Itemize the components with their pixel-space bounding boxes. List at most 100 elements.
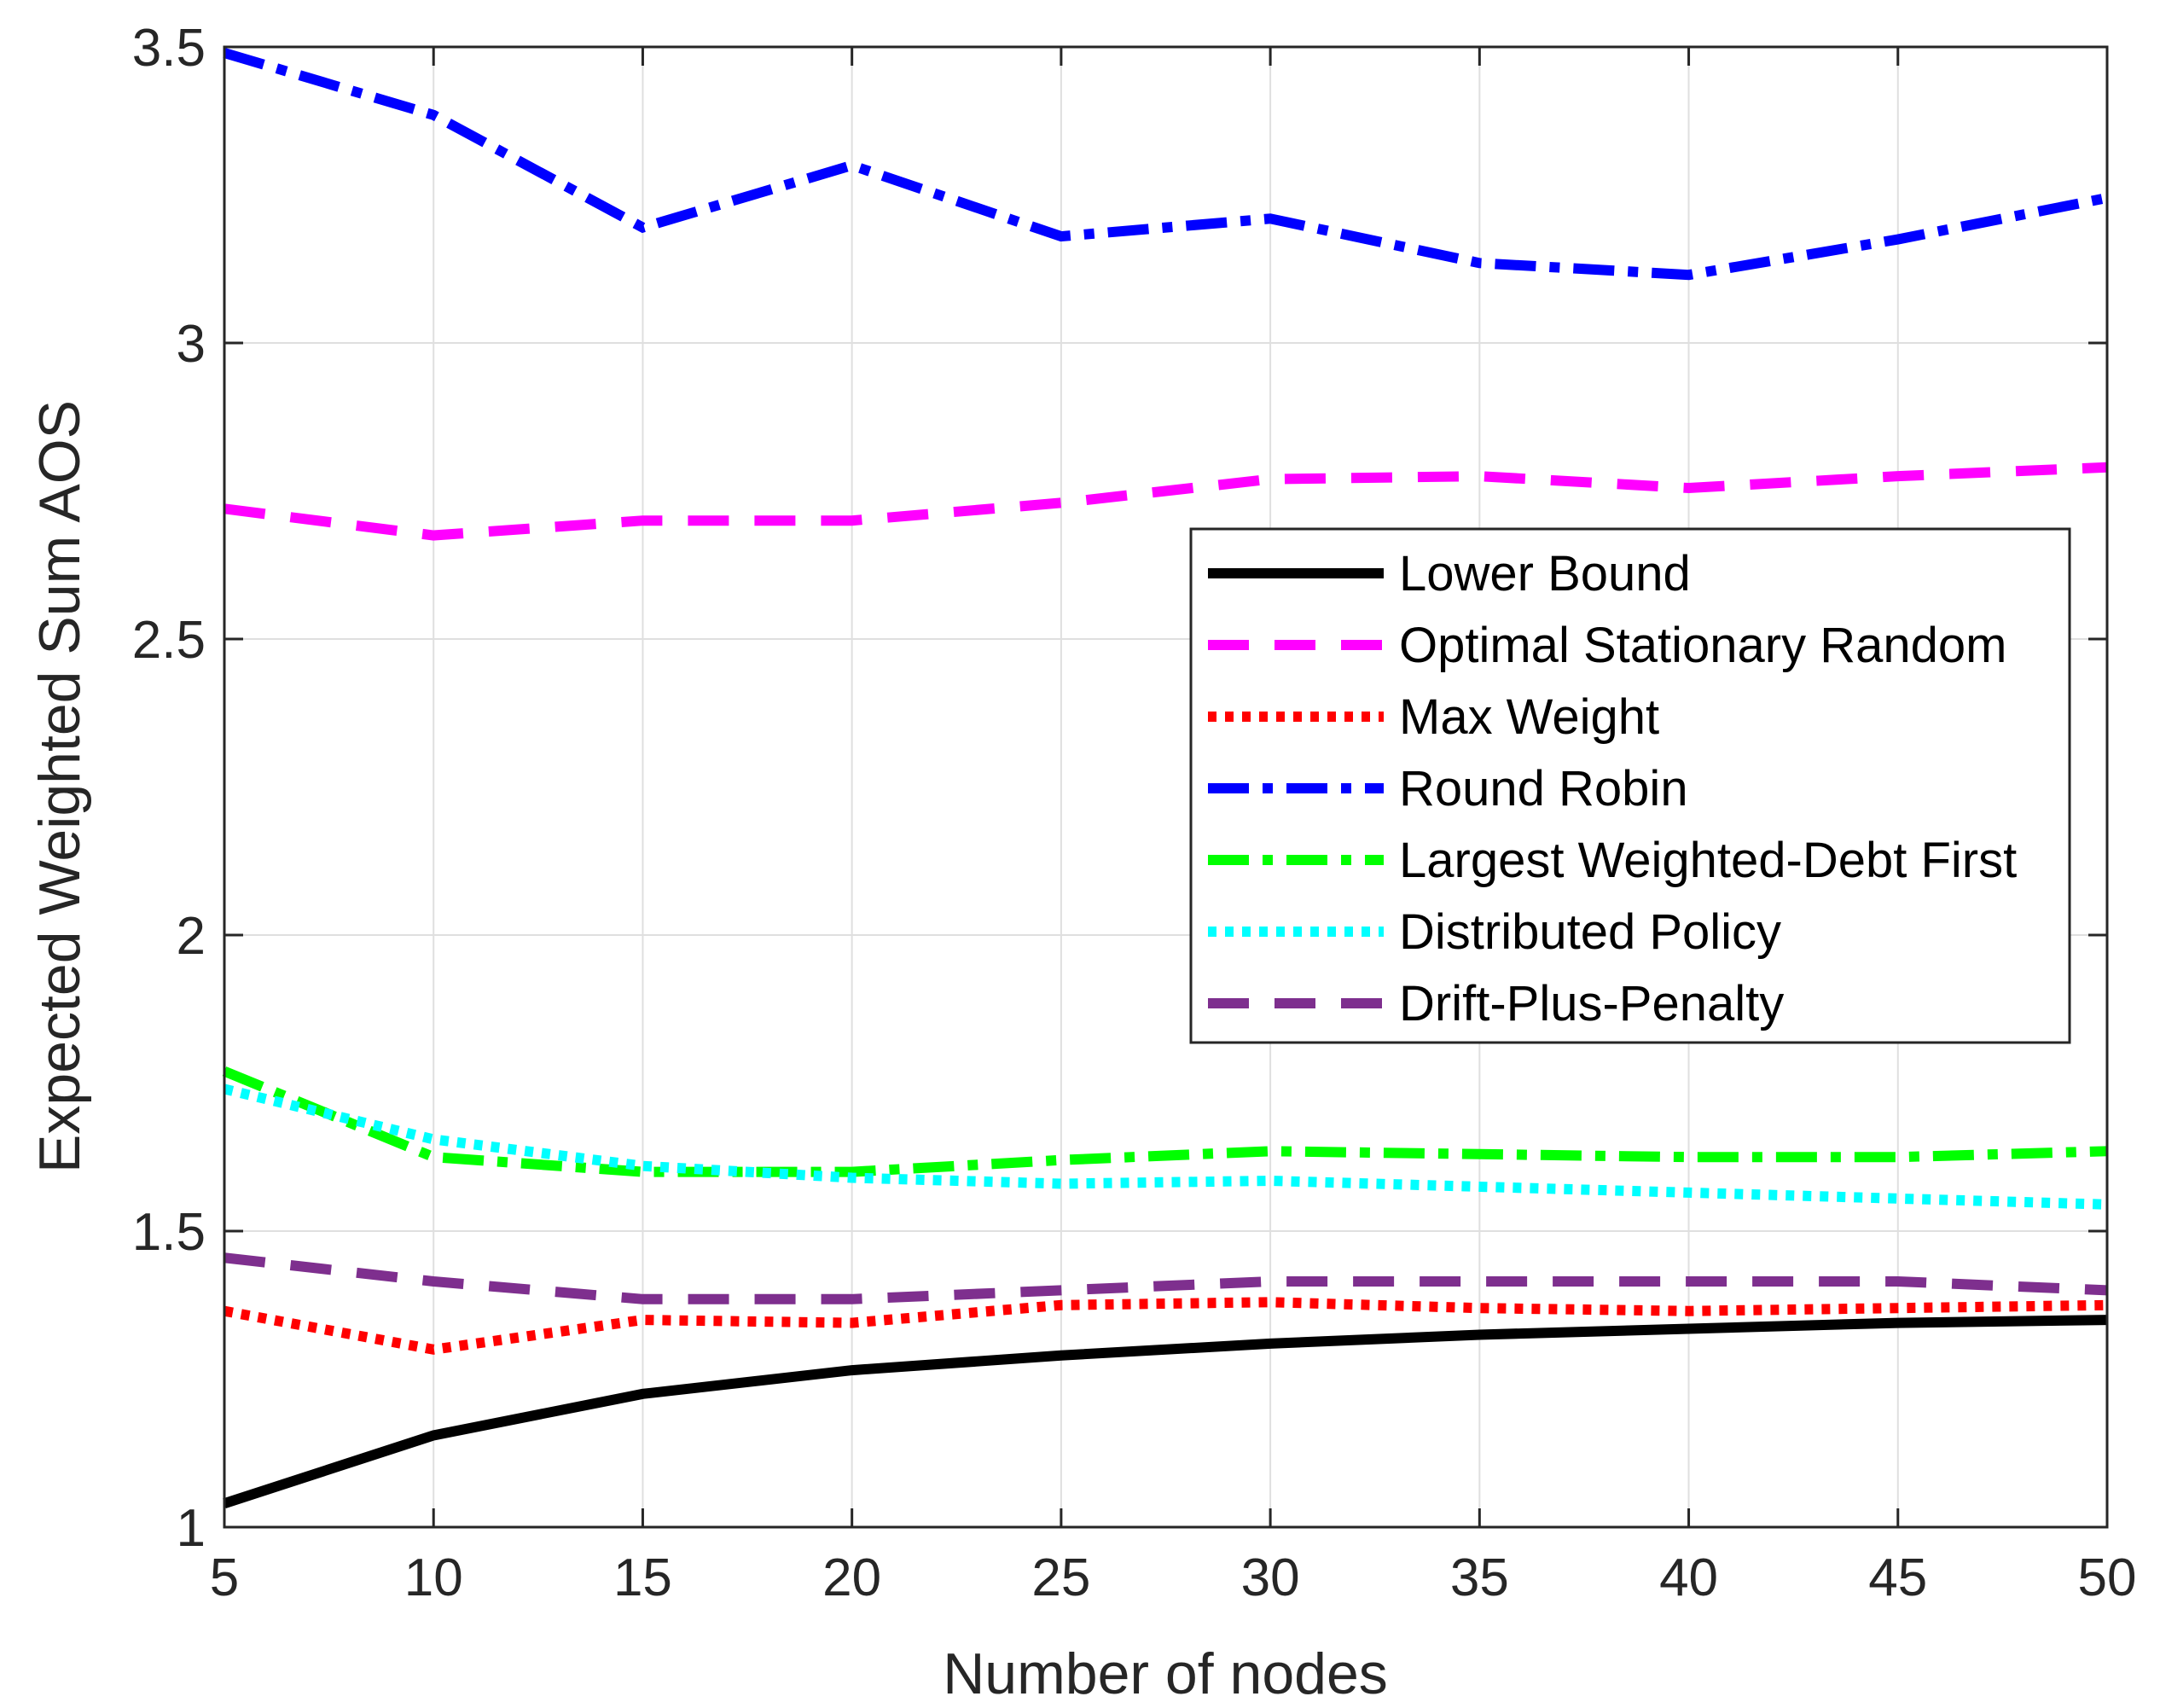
tick-labels: 5 10 15 20 25 30 35 40 45 50 1 1.5 2 2.5 3 3.5: [132, 19, 2137, 1607]
x-tick-label: 5: [210, 1548, 239, 1607]
series-line: [223, 1083, 2108, 1210]
data-point: [642, 1393, 643, 1395]
x-tick-label: 30: [1241, 1548, 1300, 1607]
y-axis-title: Expected Weighted Sum AOS: [27, 400, 92, 1173]
data-point: [1478, 1153, 1480, 1155]
series-line: [224, 1252, 2108, 1304]
data-point: [1688, 487, 1690, 489]
y-tick-label: 2: [177, 907, 206, 966]
y-tick-label: 3: [177, 315, 206, 374]
data-point: [851, 1171, 853, 1173]
data-point: [642, 1171, 643, 1173]
data-point: [1269, 218, 1271, 219]
legend-label: Distributed Policy: [1399, 904, 1781, 960]
series-line: [222, 1066, 2108, 1177]
series-group: [222, 48, 2109, 1508]
legend-label: Max Weight: [1399, 689, 1659, 745]
data-point: [1688, 1192, 1690, 1194]
data-point: [1269, 1150, 1271, 1152]
x-tick-label: 15: [613, 1548, 672, 1607]
series-line: [224, 462, 2108, 541]
data-point: [642, 227, 643, 229]
data-point: [433, 114, 434, 116]
series-largest-weighted-debt-first: [222, 1066, 2108, 1177]
axes-box: [223, 45, 2109, 1529]
data-point: [1060, 1289, 1062, 1291]
x-tick-label: 40: [1659, 1548, 1718, 1607]
data-point: [1269, 479, 1271, 480]
series-max-weight: [223, 1297, 2108, 1355]
legend-label: Largest Weighted-Debt First: [1399, 833, 2017, 888]
data-point: [851, 520, 853, 521]
data-point: [433, 1281, 434, 1282]
data-point: [851, 1177, 853, 1179]
data-point: [1897, 475, 1899, 477]
x-tick-label: 45: [1868, 1548, 1927, 1607]
data-point: [1478, 1307, 1480, 1309]
y-tick-label: 3.5: [132, 19, 206, 78]
data-point: [433, 1434, 434, 1436]
series-line: [223, 1315, 2108, 1508]
data-point: [1269, 1301, 1271, 1303]
data-point: [642, 1298, 643, 1300]
data-point: [1897, 1156, 1899, 1158]
data-point: [1688, 274, 1690, 276]
data-point: [1060, 1355, 1062, 1357]
y-tick-label: 1: [177, 1499, 206, 1558]
data-point: [851, 1298, 853, 1300]
x-tick-label: 20: [822, 1548, 881, 1607]
legend-label: Optimal Stationary Random: [1399, 618, 2006, 673]
x-tick-label: 25: [1031, 1548, 1090, 1607]
series-round-robin: [223, 48, 2109, 281]
data-point: [1688, 1156, 1690, 1158]
data-point: [1688, 1328, 1690, 1330]
data-point: [1897, 1322, 1899, 1324]
series-line: [223, 48, 2109, 281]
data-point: [851, 165, 853, 166]
data-point: [433, 535, 434, 537]
data-point: [1060, 235, 1062, 237]
x-tick-label: 10: [404, 1548, 463, 1607]
data-point: [642, 1319, 643, 1321]
data-point: [433, 1156, 434, 1158]
data-point: [433, 1138, 434, 1140]
data-point: [642, 1165, 643, 1167]
data-point: [1269, 1180, 1271, 1182]
data-point: [1478, 1333, 1480, 1335]
data-point: [1897, 1307, 1899, 1309]
data-point: [1897, 1198, 1899, 1200]
data-point: [1688, 1310, 1690, 1312]
data-point: [1897, 1281, 1899, 1282]
x-tick-label: 50: [2078, 1548, 2137, 1607]
data-point: [1478, 475, 1480, 477]
data-point: [642, 520, 643, 521]
data-point: [1060, 1159, 1062, 1161]
data-point: [1478, 1281, 1480, 1282]
data-point: [1688, 1281, 1690, 1282]
legend-label: Drift-Plus-Penalty: [1399, 976, 1784, 1031]
series-lower-bound: [223, 1315, 2108, 1508]
data-point: [851, 1369, 853, 1371]
y-tick-label: 1.5: [132, 1203, 206, 1262]
legend-label: Round Robin: [1399, 761, 1688, 816]
x-tick-label: 35: [1450, 1548, 1509, 1607]
data-point: [1060, 1304, 1062, 1306]
y-tick-label: 2.5: [132, 611, 206, 670]
series-optimal-stationary-random: [224, 462, 2108, 541]
data-point: [851, 1322, 853, 1324]
data-point: [1060, 1182, 1062, 1184]
data-point: [1897, 239, 1899, 241]
data-point: [1269, 1343, 1271, 1345]
data-point: [1269, 1281, 1271, 1282]
legend-label: Lower Bound: [1399, 546, 1691, 601]
legend: Lower Bound Optimal Stationary Random Max …: [1189, 527, 2071, 1044]
data-point: [1478, 262, 1480, 264]
series-line: [223, 1297, 2108, 1355]
data-point: [1060, 502, 1062, 503]
data-point: [1478, 1186, 1480, 1188]
series-drift-plus-penalty: [224, 1252, 2108, 1304]
legend-box: [1189, 527, 2071, 1044]
axis-ticks: [223, 45, 2109, 1529]
